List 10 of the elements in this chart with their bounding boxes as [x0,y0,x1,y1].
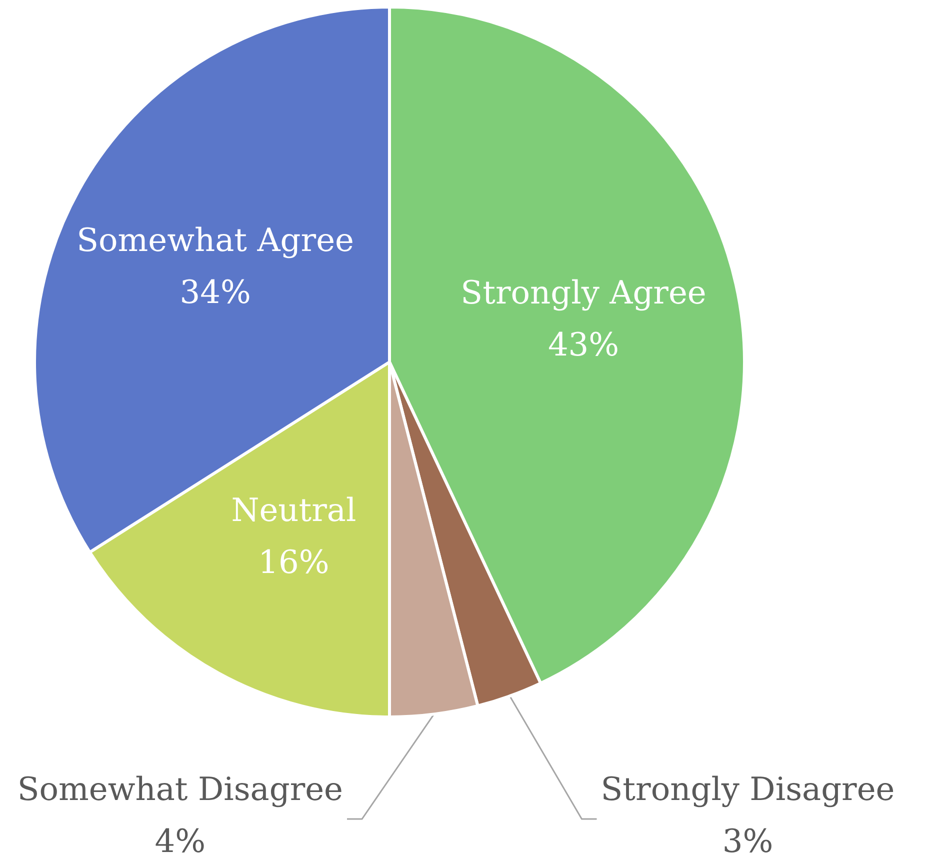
data-label: 3% [722,822,774,860]
data-label: 34% [180,273,251,312]
slice-label: Somewhat Disagree [17,770,343,808]
slice-label: Somewhat Agree [76,221,354,260]
slice-label: Neutral [231,491,356,530]
slice-label: Strongly Agree [460,274,706,312]
slice-label: Strongly Disagree [600,770,895,808]
data-label: 4% [154,822,206,860]
data-label: 16% [258,543,330,582]
data-label: 43% [548,326,620,364]
